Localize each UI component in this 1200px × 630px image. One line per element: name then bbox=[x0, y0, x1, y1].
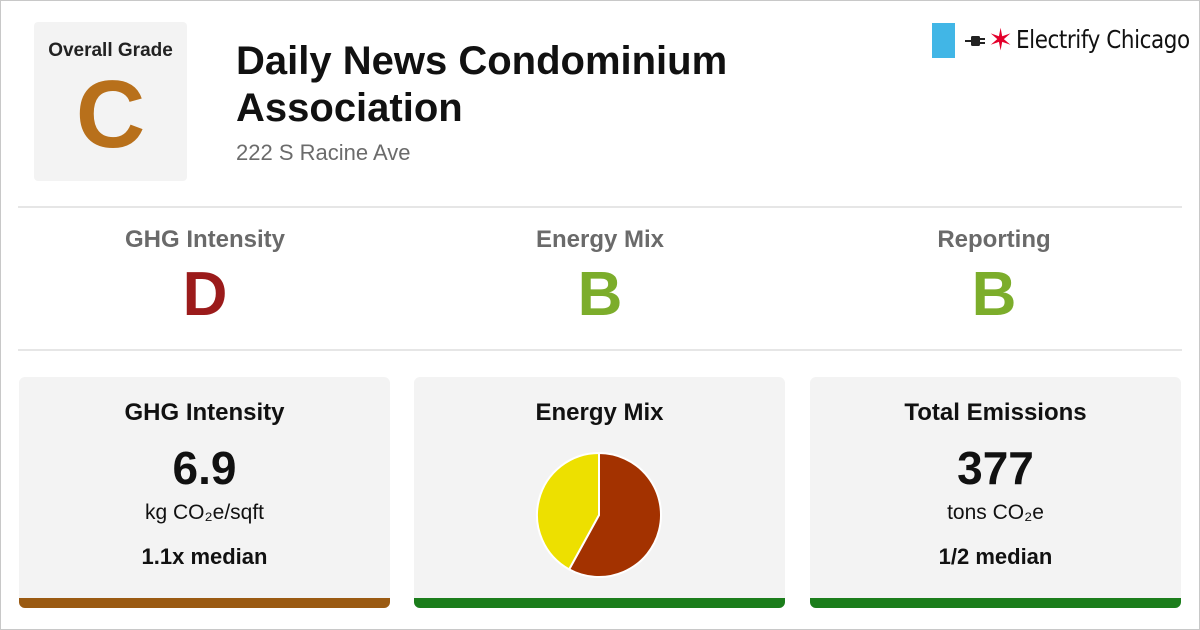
card-title: Energy Mix bbox=[535, 399, 664, 426]
pie-slice-0 bbox=[567, 451, 662, 578]
card-total-emissions: Total Emissions 377 tons CO₂e 1/2 median bbox=[810, 377, 1181, 608]
ghg-intensity-value: 6.9 bbox=[172, 442, 237, 494]
subgrade-title: Energy Mix bbox=[535, 226, 665, 253]
card-status-bar bbox=[810, 598, 1181, 608]
card-status-bar bbox=[19, 598, 390, 608]
card-title: GHG Intensity bbox=[124, 399, 285, 426]
total-emissions-median: 1/2 median bbox=[938, 544, 1053, 569]
building-name: Daily News Condominium Association bbox=[236, 39, 728, 130]
card-energy-mix: Energy Mix bbox=[414, 377, 785, 608]
building-address: 222 S Racine Ave bbox=[236, 140, 411, 165]
overall-grade-letter: C bbox=[75, 61, 146, 168]
energy-mix-pie-chart bbox=[536, 451, 662, 578]
divider bbox=[18, 349, 1182, 351]
subgrade-energy-mix: Energy Mix B bbox=[414, 226, 786, 326]
overall-grade-label: Overall Grade bbox=[48, 40, 173, 61]
subgrade-title: GHG Intensity bbox=[124, 226, 286, 253]
logo-text: Electrify Chicago bbox=[1016, 25, 1190, 54]
total-emissions-unit: tons CO₂e bbox=[947, 501, 1044, 524]
ghg-intensity-unit: kg CO₂e/sqft bbox=[144, 501, 265, 524]
card-ghg-intensity: GHG Intensity 6.9 kg CO₂e/sqft 1.1x medi… bbox=[19, 377, 390, 608]
overall-grade-box: Overall Grade C bbox=[34, 22, 187, 181]
chicago-flag-icon bbox=[932, 23, 955, 58]
subgrade-title: Reporting bbox=[937, 226, 1051, 253]
ghg-intensity-median: 1.1x median bbox=[141, 544, 268, 569]
subgrade-reporting: Reporting B bbox=[808, 226, 1180, 326]
subgrade-letter: D bbox=[182, 260, 228, 329]
subgrade-ghg-intensity: GHG Intensity D bbox=[19, 226, 391, 326]
subgrade-letter: B bbox=[971, 260, 1017, 329]
divider bbox=[18, 206, 1182, 208]
card-title: Total Emissions bbox=[904, 399, 1087, 426]
plug-icon bbox=[965, 36, 985, 46]
pie-slice-1 bbox=[536, 451, 600, 571]
card-status-bar bbox=[414, 598, 785, 608]
subgrade-letter: B bbox=[577, 260, 623, 329]
red-star-icon: ✶ bbox=[988, 24, 1014, 57]
total-emissions-value: 377 bbox=[957, 442, 1034, 494]
